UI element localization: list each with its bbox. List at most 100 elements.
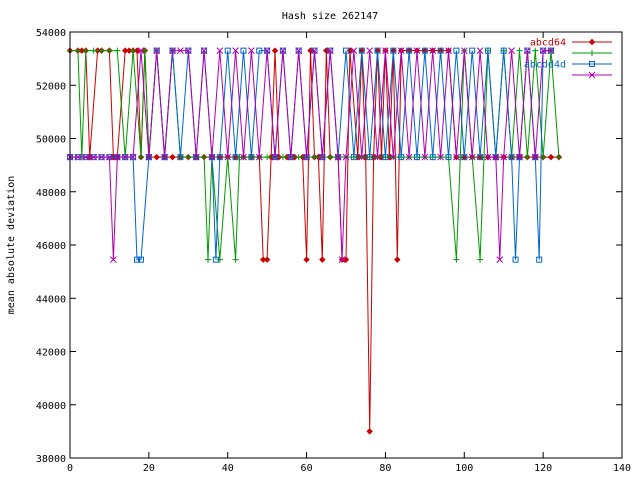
y-tick-label: 42000 — [36, 348, 66, 359]
data-point — [201, 154, 208, 161]
data-point — [445, 47, 452, 54]
data-point — [74, 47, 81, 54]
data-point — [113, 153, 121, 161]
data-point — [216, 47, 224, 54]
data-point — [130, 47, 137, 54]
data-point — [343, 47, 349, 54]
legend-label: abcd64 — [530, 38, 566, 49]
data-point — [248, 47, 255, 54]
data-point — [263, 256, 271, 263]
data-point — [589, 61, 595, 67]
data-point — [457, 154, 464, 161]
x-tick-label: 60 — [301, 463, 313, 474]
data-point — [184, 47, 192, 54]
data-point — [137, 47, 145, 54]
data-point — [532, 47, 539, 54]
legend: abcd64 abcdd4d — [524, 38, 612, 79]
data-point — [232, 47, 239, 54]
data-point — [90, 47, 97, 54]
data-point — [311, 47, 318, 54]
x-tick-label: 20 — [143, 463, 155, 474]
data-point — [342, 256, 350, 263]
y-tick-label: 54000 — [36, 28, 66, 39]
y-tick-label: 44000 — [36, 294, 66, 305]
data-point — [338, 256, 346, 263]
data-point — [106, 153, 113, 161]
x-tick-label: 100 — [455, 463, 473, 474]
data-point — [287, 153, 295, 161]
data-point — [516, 153, 523, 161]
data-point — [145, 153, 153, 161]
data-point — [437, 47, 444, 54]
data-point — [232, 256, 239, 263]
data-point — [295, 154, 302, 161]
data-point — [208, 153, 216, 161]
data-point — [555, 154, 562, 161]
data-point — [334, 153, 342, 161]
data-point — [413, 47, 421, 54]
data-point — [256, 47, 263, 54]
data-point — [374, 47, 381, 54]
data-point — [524, 47, 531, 54]
chart-title: Hash size 262147 — [282, 11, 378, 22]
data-point — [192, 153, 200, 161]
data-point — [531, 153, 539, 161]
data-point — [429, 154, 436, 161]
data-point — [481, 154, 487, 161]
data-point — [589, 50, 595, 56]
data-point — [588, 71, 596, 79]
y-tick-label: 38000 — [36, 454, 66, 465]
data-point — [311, 154, 318, 161]
data-point — [460, 47, 468, 54]
data-point — [224, 47, 231, 54]
data-point — [232, 154, 239, 161]
y-tick-label: 40000 — [36, 401, 66, 412]
data-point — [461, 154, 468, 161]
data-point — [169, 47, 176, 54]
data-point — [134, 256, 141, 263]
data-point — [536, 256, 543, 263]
data-point — [500, 47, 507, 54]
data-point — [185, 154, 192, 161]
data-point — [82, 153, 90, 161]
data-point — [153, 153, 160, 161]
data-point — [547, 153, 555, 161]
data-point — [350, 47, 358, 54]
data-point — [468, 153, 476, 161]
data-point — [405, 153, 413, 161]
y-tick-label: 52000 — [36, 81, 66, 92]
data-point — [453, 153, 460, 161]
x-tick-label: 80 — [379, 463, 391, 474]
data-point — [255, 153, 263, 161]
data-point — [453, 256, 460, 263]
data-point — [484, 153, 492, 161]
data-point — [279, 154, 286, 161]
data-point — [358, 47, 365, 54]
data-point — [512, 256, 519, 263]
series-4 — [66, 47, 555, 263]
data-point — [98, 47, 105, 54]
data-point — [350, 154, 357, 161]
series-1 — [66, 47, 563, 435]
data-point — [224, 153, 232, 161]
data-point — [169, 153, 176, 161]
data-point — [484, 47, 491, 54]
data-point — [342, 153, 350, 161]
data-point — [177, 154, 184, 161]
y-tick-label: 50000 — [36, 135, 66, 146]
y-tick-label: 46000 — [36, 241, 66, 252]
data-point — [240, 47, 247, 54]
data-point — [374, 153, 381, 161]
data-point — [121, 153, 129, 161]
data-point — [216, 256, 223, 263]
data-point — [390, 47, 397, 54]
data-point — [212, 256, 219, 263]
y-axis-label: mean absolute deviation — [6, 176, 17, 314]
data-point — [263, 47, 271, 54]
data-point — [524, 154, 531, 161]
data-point — [98, 153, 105, 161]
data-point — [413, 154, 420, 161]
data-point — [133, 47, 141, 54]
data-point — [129, 153, 137, 161]
